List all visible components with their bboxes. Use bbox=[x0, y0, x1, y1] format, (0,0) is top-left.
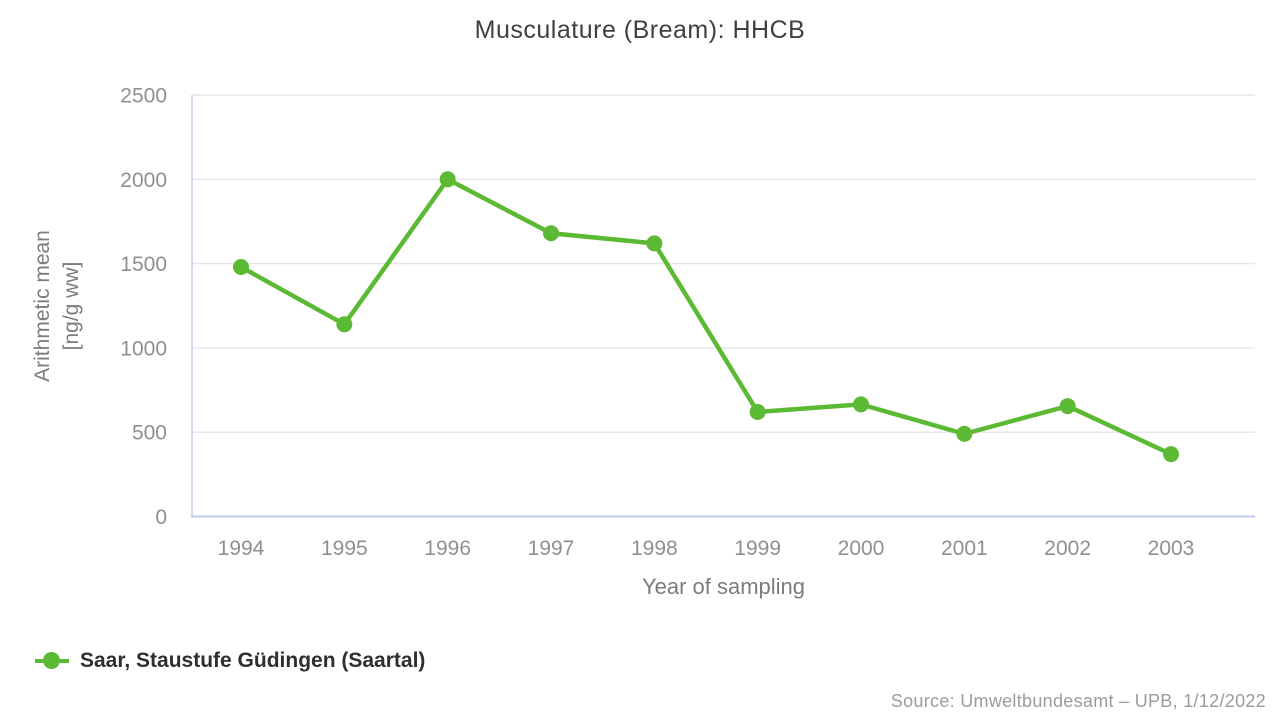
data-point[interactable] bbox=[956, 425, 973, 442]
x-tick-label: 1997 bbox=[528, 537, 575, 560]
data-point[interactable] bbox=[646, 235, 663, 252]
source-credit: Source: Umweltbundesamt – UPB, 1/12/2022 bbox=[890, 691, 1266, 711]
x-tick-label: 2001 bbox=[941, 537, 988, 560]
data-point[interactable] bbox=[749, 403, 766, 420]
x-tick-label: 1994 bbox=[218, 537, 265, 560]
legend-dot-icon bbox=[43, 652, 60, 669]
x-tick-label: 2003 bbox=[1148, 537, 1195, 560]
legend-item[interactable]: Saar, Staustufe Güdingen (Saartal) bbox=[35, 649, 425, 673]
chart-title: Musculature (Bream): HHCB bbox=[474, 16, 806, 44]
y-axis-title-line2: [ng/g ww] bbox=[60, 261, 83, 351]
y-axis-title: Arithmetic mean [ng/g ww] bbox=[28, 230, 86, 382]
data-point[interactable] bbox=[1059, 398, 1076, 415]
x-tick-label: 2000 bbox=[838, 537, 885, 560]
legend-series-label: Saar, Staustufe Güdingen (Saartal) bbox=[80, 649, 426, 672]
y-tick-label: 2000 bbox=[120, 169, 167, 192]
data-point[interactable] bbox=[336, 316, 353, 333]
x-tick-label: 1996 bbox=[424, 537, 471, 560]
line-chart-plot: 0 500 1000 1500 2000 2500 1994 1995 1996 1997 1998… bbox=[120, 85, 1255, 560]
y-tick-label: 1500 bbox=[120, 253, 167, 276]
y-axis-title-line1: Arithmetic mean bbox=[31, 230, 54, 382]
x-tick-label: 1998 bbox=[631, 537, 678, 560]
series-line bbox=[238, 177, 1174, 457]
y-tick-label: 1000 bbox=[120, 337, 167, 360]
x-axis-title: Year of sampling bbox=[641, 574, 806, 599]
x-tick-label: 1999 bbox=[734, 537, 781, 560]
x-tick-label: 1995 bbox=[321, 537, 368, 560]
data-point[interactable] bbox=[853, 396, 869, 413]
data-point[interactable] bbox=[439, 171, 456, 188]
data-point[interactable] bbox=[543, 225, 559, 242]
x-tick-label: 2002 bbox=[1044, 537, 1091, 560]
y-tick-label: 2500 bbox=[120, 85, 167, 108]
data-point[interactable] bbox=[233, 258, 249, 275]
legend-series-marker-icon bbox=[35, 652, 69, 670]
y-tick-label: 500 bbox=[132, 422, 167, 445]
y-tick-label: 0 bbox=[155, 506, 167, 529]
data-point[interactable] bbox=[1163, 446, 1179, 463]
